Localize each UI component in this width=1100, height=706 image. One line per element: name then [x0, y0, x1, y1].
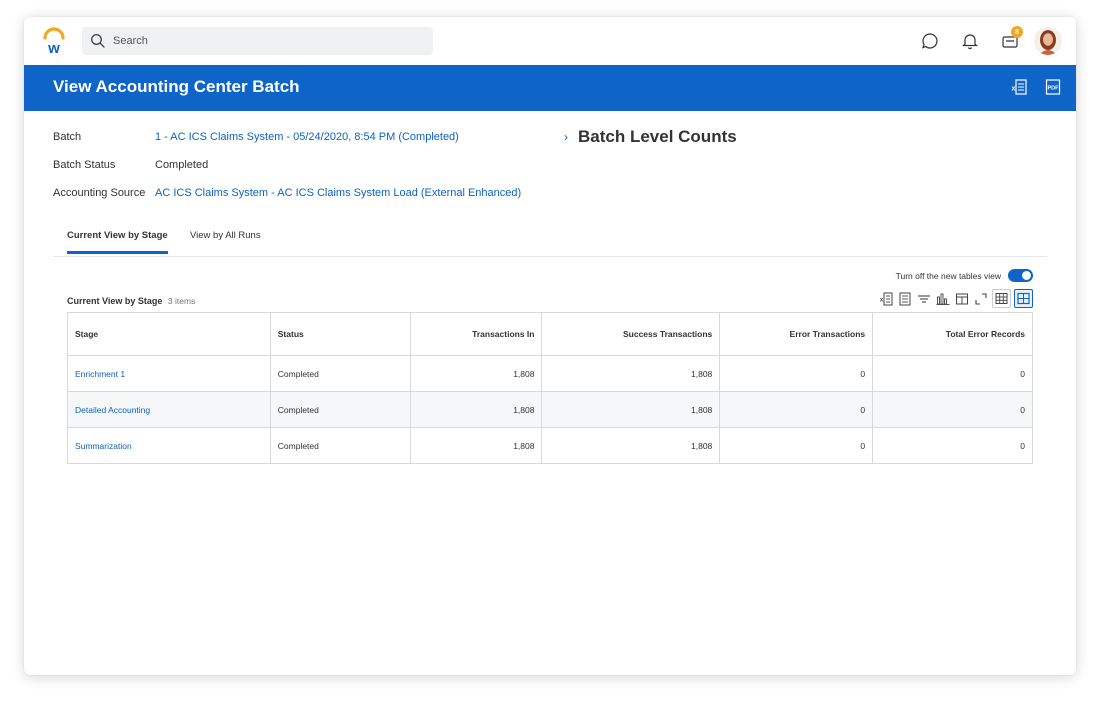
- table-title: Current View by Stage: [67, 296, 163, 306]
- field-label: Accounting Source: [53, 187, 146, 199]
- fullscreen-icon[interactable]: [973, 290, 989, 308]
- column-header-transactions-in[interactable]: Transactions In: [409, 312, 543, 356]
- export-excel-icon[interactable]: x: [878, 290, 894, 308]
- column-header-total-error-records[interactable]: Total Error Records: [872, 312, 1033, 356]
- error-transactions-cell: 0: [719, 391, 874, 428]
- chevron-right-icon: ›: [564, 130, 568, 144]
- total-error-records-cell: 0: [872, 355, 1033, 392]
- workday-logo-icon[interactable]: w: [42, 27, 66, 57]
- batch-link[interactable]: 1 - AC ICS Claims System - 05/24/2020, 8…: [155, 131, 459, 143]
- avatar[interactable]: [1034, 27, 1062, 55]
- grid-view-icon[interactable]: [1014, 289, 1033, 308]
- error-transactions-cell: 0: [719, 427, 874, 464]
- field-label: Batch: [53, 131, 82, 143]
- batch-status-value: Completed: [155, 159, 209, 171]
- svg-text:PDF: PDF: [1048, 86, 1060, 92]
- table-view-toggle-row: Turn off the new tables view: [896, 269, 1033, 282]
- transactions-in-cell: 1,808: [409, 355, 543, 392]
- bell-icon[interactable]: [950, 26, 990, 56]
- stage-cell: Enrichment 1: [67, 355, 271, 392]
- total-error-records-cell: 0: [872, 427, 1033, 464]
- table-header-row: Stage Status Transactions In Success Tra…: [67, 312, 1033, 356]
- inbox-badge: 8: [1011, 26, 1023, 38]
- svg-text:w: w: [47, 40, 60, 55]
- total-error-records-cell: 0: [872, 391, 1033, 428]
- table-row: Summarization Completed 1,808 1,808 0 0: [67, 427, 1033, 464]
- error-transactions-cell: 0: [719, 355, 874, 392]
- export-excel-icon[interactable]: x: [1010, 78, 1028, 96]
- svg-text:x: x: [1012, 86, 1016, 93]
- page-header: View Accounting Center Batch x PDF: [24, 65, 1076, 111]
- export-pdf-icon[interactable]: PDF: [1044, 78, 1062, 96]
- status-cell: Completed: [269, 427, 411, 464]
- status-cell: Completed: [269, 391, 411, 428]
- transactions-in-cell: 1,808: [409, 427, 543, 464]
- tab-current-view-by-stage[interactable]: Current View by Stage: [67, 230, 168, 254]
- app-window: w: [24, 17, 1076, 675]
- table-view-toggle[interactable]: [1008, 269, 1033, 282]
- status-cell: Completed: [269, 355, 411, 392]
- stage-link[interactable]: Detailed Accounting: [75, 404, 151, 415]
- filter-icon[interactable]: [916, 290, 932, 308]
- stage-link[interactable]: Summarization: [75, 440, 132, 451]
- column-header-stage[interactable]: Stage: [67, 312, 271, 356]
- stage-cell: Summarization: [67, 427, 271, 464]
- list-view-icon[interactable]: [992, 289, 1011, 308]
- column-header-success-transactions[interactable]: Success Transactions: [541, 312, 721, 356]
- table-row: Detailed Accounting Completed 1,808 1,80…: [67, 391, 1033, 428]
- stage-link[interactable]: Enrichment 1: [75, 368, 126, 379]
- table-view-toggle-label: Turn off the new tables view: [895, 270, 1001, 281]
- tab-bar: Current View by Stage View by All Runs: [53, 227, 1047, 257]
- batch-level-counts-toggle[interactable]: › Batch Level Counts: [564, 127, 737, 147]
- table-item-count: 3 items: [167, 296, 196, 306]
- chat-icon[interactable]: [910, 26, 950, 56]
- tab-view-by-all-runs[interactable]: View by All Runs: [190, 230, 261, 241]
- success-transactions-cell: 1,808: [541, 427, 721, 464]
- success-transactions-cell: 1,808: [541, 355, 721, 392]
- batch-level-counts-title: Batch Level Counts: [578, 127, 737, 146]
- chart-icon[interactable]: [935, 290, 951, 308]
- inbox-icon[interactable]: 8: [990, 26, 1030, 56]
- stage-table: Stage Status Transactions In Success Tra…: [67, 312, 1033, 464]
- search-input[interactable]: [113, 35, 413, 47]
- svg-text:x: x: [880, 297, 884, 303]
- table-row: Enrichment 1 Completed 1,808 1,808 0 0: [67, 355, 1033, 392]
- top-bar: w: [24, 17, 1076, 65]
- search-icon: [91, 34, 105, 48]
- stage-cell: Detailed Accounting: [67, 391, 271, 428]
- page-title: View Accounting Center Batch: [53, 77, 300, 96]
- transactions-in-cell: 1,808: [409, 391, 543, 428]
- column-header-error-transactions[interactable]: Error Transactions: [719, 312, 874, 356]
- column-layout-icon[interactable]: [954, 290, 970, 308]
- search-box[interactable]: [82, 27, 433, 55]
- table-caption: Current View by Stage 3 items: [67, 296, 195, 306]
- accounting-source-link[interactable]: AC ICS Claims System - AC ICS Claims Sys…: [155, 187, 522, 199]
- field-label: Batch Status: [53, 159, 116, 171]
- table-toolbar: x: [878, 289, 1033, 308]
- column-header-status[interactable]: Status: [269, 312, 411, 356]
- success-transactions-cell: 1,808: [541, 391, 721, 428]
- print-icon[interactable]: [897, 290, 913, 308]
